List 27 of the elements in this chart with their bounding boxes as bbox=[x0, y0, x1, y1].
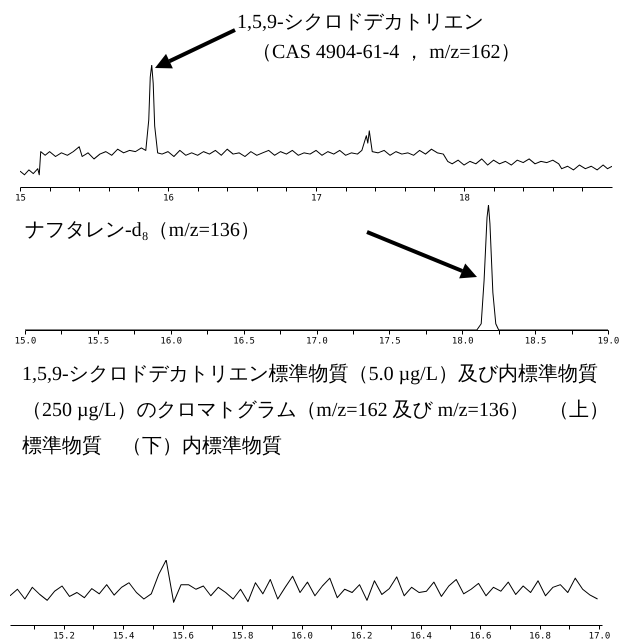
x-tick-label: 16.8 bbox=[529, 632, 551, 642]
text: 1,5,9-シクロドデカトリエン bbox=[237, 10, 485, 35]
x-tick-label: 15.0 bbox=[14, 336, 36, 346]
text: （CAS 4904-61-4 ， m/z=162） bbox=[252, 40, 522, 65]
annotation: ナフタレン-d₈（m/z=136） bbox=[25, 218, 261, 243]
x-tick-label: 17.5 bbox=[379, 336, 401, 346]
x-tick-label: 18.5 bbox=[524, 336, 546, 346]
x-tick-label: 15.5 bbox=[88, 336, 110, 346]
x-tick-label: 17.0 bbox=[588, 632, 610, 642]
x-tick-label: 15.6 bbox=[172, 632, 194, 642]
x-tick-label: 16 bbox=[163, 194, 174, 204]
x-tick-label: 15 bbox=[15, 194, 26, 204]
x-tick-label: 17.0 bbox=[306, 336, 328, 346]
x-tick-label: 15.4 bbox=[112, 632, 134, 642]
x-tick-label: 15.8 bbox=[232, 632, 254, 642]
x-tick-label: 16.0 bbox=[160, 336, 182, 346]
x-tick-label: 16.0 bbox=[291, 632, 313, 642]
x-tick-label: 16.6 bbox=[470, 632, 492, 642]
x-tick-label: 16.5 bbox=[233, 336, 255, 346]
x-tick-label: 16.2 bbox=[350, 632, 372, 642]
x-tick-label: 18.0 bbox=[452, 336, 474, 346]
x-tick-label: 17 bbox=[311, 194, 322, 204]
x-tick-label: 18 bbox=[459, 194, 470, 204]
x-tick-label: 19.0 bbox=[598, 336, 620, 346]
x-tick-label: 16.4 bbox=[410, 632, 432, 642]
x-tick-label: 15.2 bbox=[53, 632, 75, 642]
text: 1,5,9-シクロドデカトリエン標準物質（5.0 µg/L）及び内標準物質（250 µg/L）のクロマトグラム（m/z=162 及び m/z=136） （上）標準物質 （下）内標準物質 bbox=[22, 362, 610, 459]
